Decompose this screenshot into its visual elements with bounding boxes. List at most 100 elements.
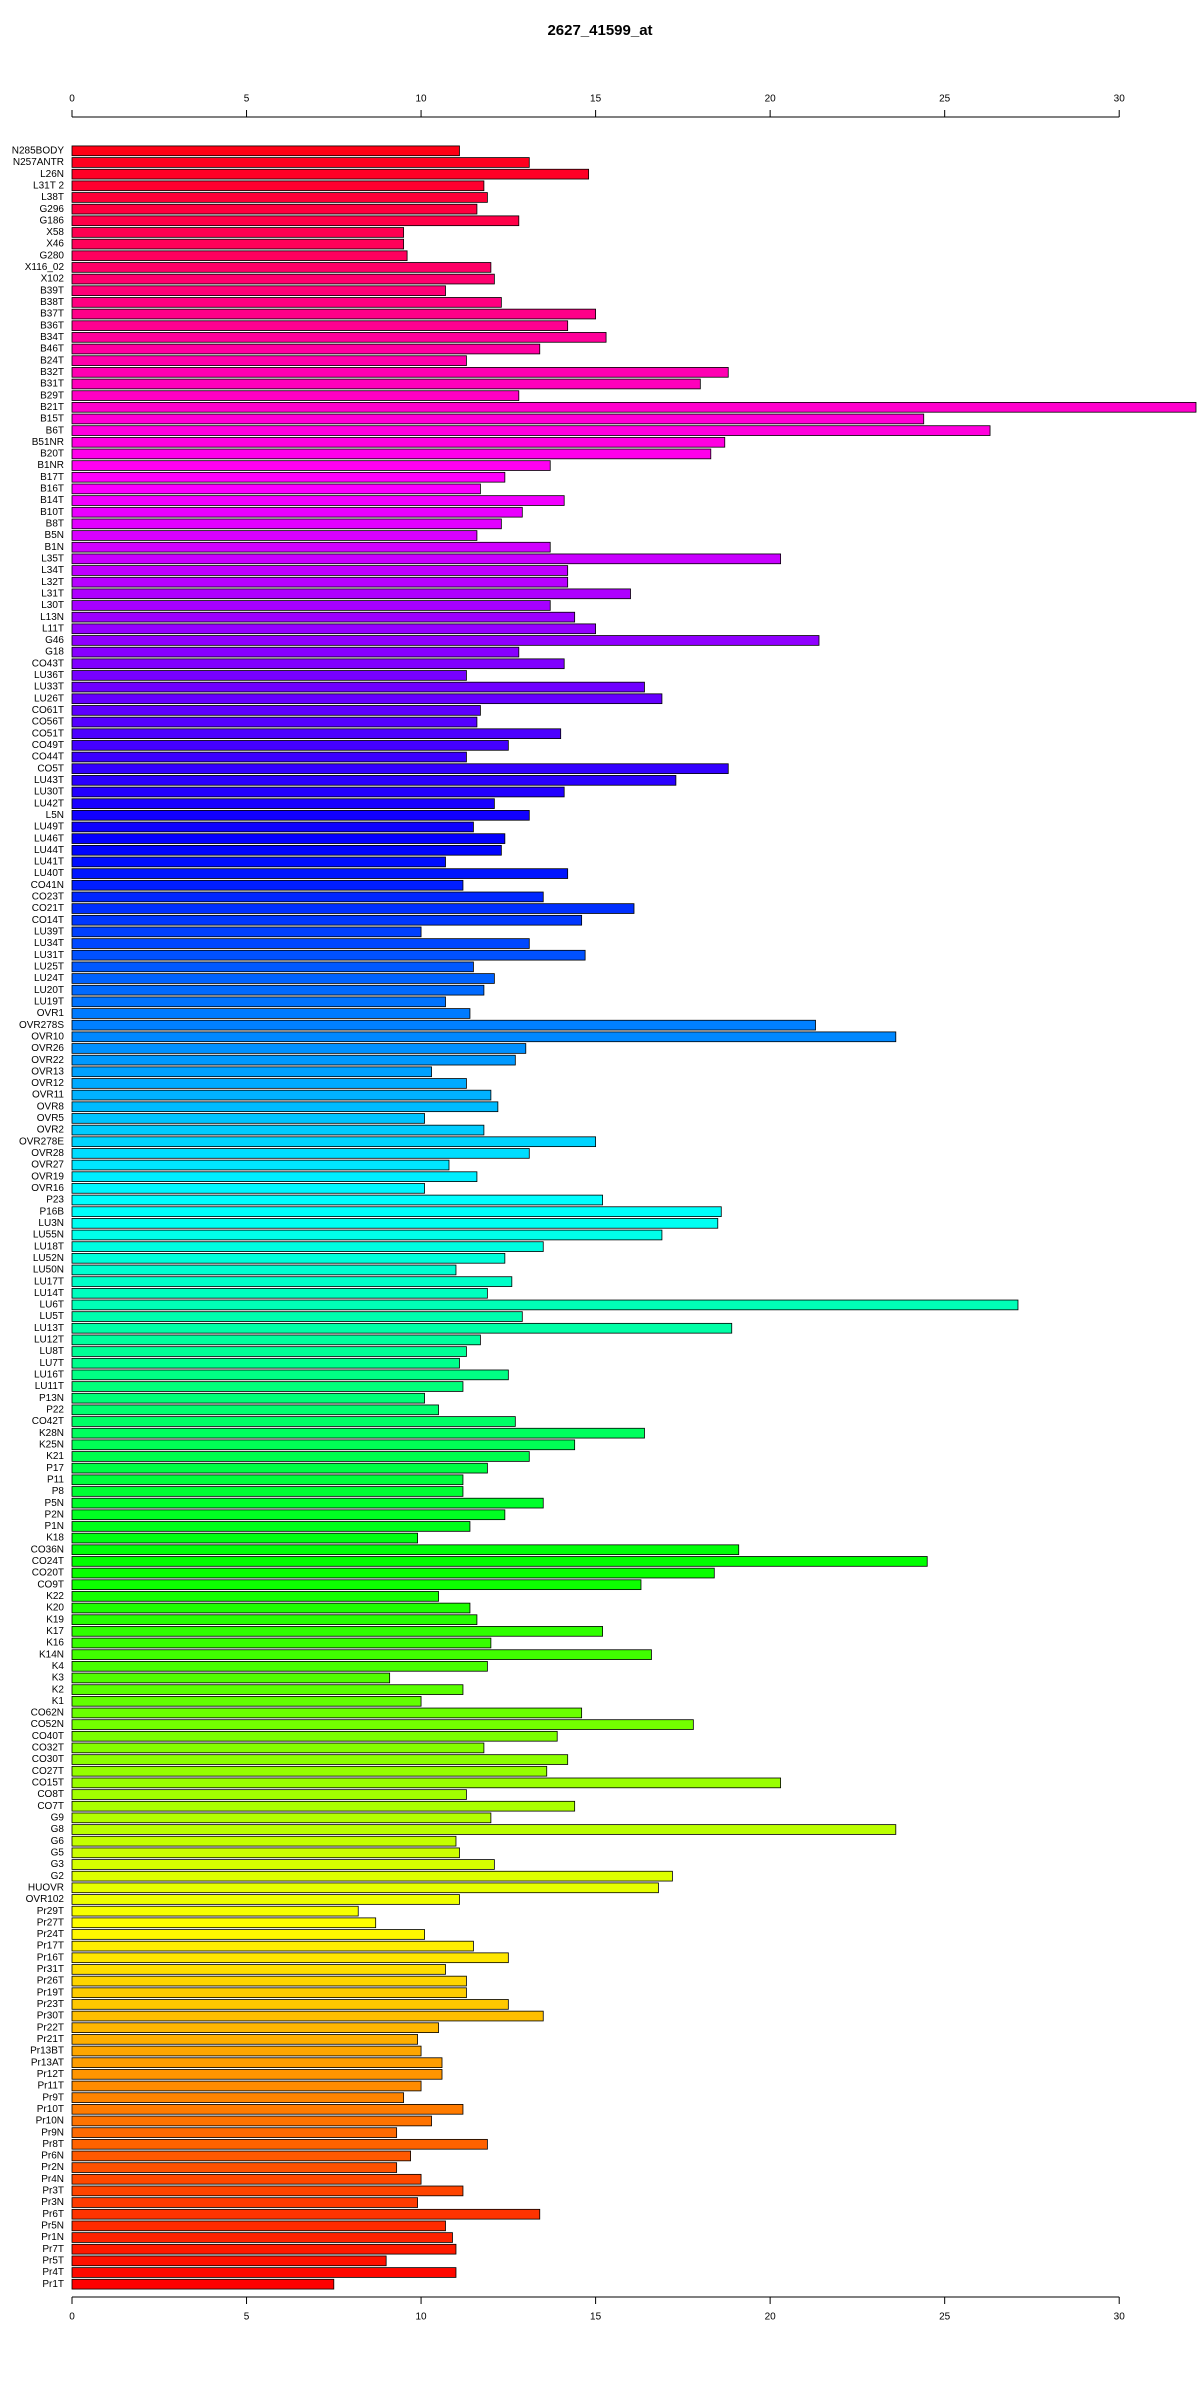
bar (71, 168, 590, 180)
y-tick-label: Pr27T (37, 1917, 64, 1928)
bar (71, 1626, 603, 1637)
y-tick-label: X58 (46, 227, 64, 238)
y-tick-label: Pr16T (37, 1952, 64, 1963)
y-tick-label: LU17T (34, 1276, 64, 1287)
bar (71, 961, 474, 973)
bar (71, 2034, 418, 2045)
y-tick-label: L11T (42, 623, 64, 634)
bar (71, 1859, 495, 1870)
bar (71, 1276, 513, 1287)
y-tick-label: Pr5N (41, 2221, 64, 2232)
bar (71, 2138, 488, 2150)
bar (71, 763, 729, 774)
y-tick-label: B5N (45, 530, 64, 541)
bar (71, 810, 530, 821)
bar (71, 1754, 569, 1765)
y-tick-label: G296 (40, 204, 65, 215)
bar (71, 145, 460, 157)
bar (71, 903, 635, 914)
y-tick-label: G18 (45, 647, 64, 658)
y-tick-label: LU50N (33, 1265, 64, 1276)
bar (71, 1194, 603, 1206)
y-tick-label: K28N (39, 1428, 64, 1439)
bar (71, 297, 502, 308)
y-tick-label: CO14T (32, 915, 64, 926)
bar (71, 786, 565, 798)
y-tick-label: G46 (45, 635, 64, 646)
bar (71, 2243, 457, 2255)
y-tick-label: Pr10T (37, 2104, 64, 2115)
bar (71, 2197, 418, 2208)
y-tick-label: P16B (40, 1206, 65, 1217)
x-tick-label: 25 (939, 2312, 951, 2323)
y-tick-label: OVR27 (31, 1160, 64, 1171)
x-tick-label: 25 (939, 94, 951, 105)
bar (71, 1847, 460, 1859)
x-tick-label: 10 (416, 2312, 428, 2323)
bar (71, 413, 925, 425)
y-tick-label: Pr12T (37, 2069, 64, 2080)
y-tick-label: LU46T (34, 833, 64, 844)
x-tick-label: 15 (590, 2312, 602, 2323)
bar (71, 2115, 432, 2127)
y-tick-label: OVR102 (26, 1894, 65, 1905)
bar (71, 1579, 642, 1591)
bar (71, 1614, 478, 1625)
y-tick-label: Pr6N (41, 2151, 64, 2162)
y-tick-label: G8 (51, 1824, 65, 1835)
y-tick-label: OVR22 (31, 1055, 64, 1066)
bar (71, 1124, 485, 1136)
y-tick-label: Pr13AT (31, 2057, 64, 2068)
bar (71, 844, 502, 856)
bar (71, 600, 551, 611)
bar (71, 238, 405, 250)
bar (71, 1136, 597, 1148)
bar (71, 471, 506, 483)
y-tick-label: CO5T (37, 763, 64, 774)
y-tick-label: B36T (40, 320, 64, 331)
bar (71, 973, 495, 984)
bar (71, 611, 576, 623)
bar (71, 1835, 457, 1847)
bar (71, 1975, 467, 1987)
y-tick-label: Pr21T (37, 2034, 64, 2045)
bar (71, 891, 544, 903)
y-tick-label: P13N (39, 1393, 64, 1404)
bar (71, 355, 467, 366)
bar (71, 530, 478, 541)
y-tick-label: LU7T (40, 1358, 64, 1369)
bar (71, 343, 541, 355)
bar (71, 1637, 492, 1649)
bar (71, 1159, 450, 1171)
y-tick-label: Pr9N (41, 2127, 64, 2138)
y-tick-label: Pr2N (41, 2162, 64, 2173)
y-tick-label: B32T (40, 367, 64, 378)
y-tick-label: K4 (52, 1661, 65, 1672)
bar (71, 541, 551, 553)
bar (71, 460, 551, 471)
y-tick-label: CO43T (32, 658, 64, 669)
y-tick-label: K20 (46, 1603, 64, 1614)
y-tick-label: LU30T (34, 787, 64, 798)
x-tick-label: 30 (1114, 94, 1126, 105)
bar (71, 2104, 464, 2115)
bar (71, 425, 991, 436)
y-tick-label: L34T (41, 565, 64, 576)
bar (71, 705, 481, 716)
y-tick-label: CO9T (37, 1579, 64, 1590)
y-tick-label: HUOVR (28, 1882, 64, 1893)
bar (71, 2080, 422, 2092)
y-tick-label: B31T (40, 379, 64, 390)
y-tick-label: LU18T (34, 1241, 64, 1252)
y-tick-label: LU13T (34, 1323, 64, 1334)
y-tick-label: B29T (40, 390, 64, 401)
y-tick-label: LU8T (40, 1346, 64, 1357)
bar (71, 576, 569, 588)
bar (71, 448, 712, 460)
y-tick-label: B15T (40, 414, 64, 425)
y-tick-label: P2N (45, 1509, 64, 1520)
y-tick-label: Pr4T (42, 2267, 64, 2278)
bar (71, 1183, 425, 1194)
y-tick-label: B8T (46, 519, 64, 530)
x-tick-label: 0 (69, 94, 75, 105)
